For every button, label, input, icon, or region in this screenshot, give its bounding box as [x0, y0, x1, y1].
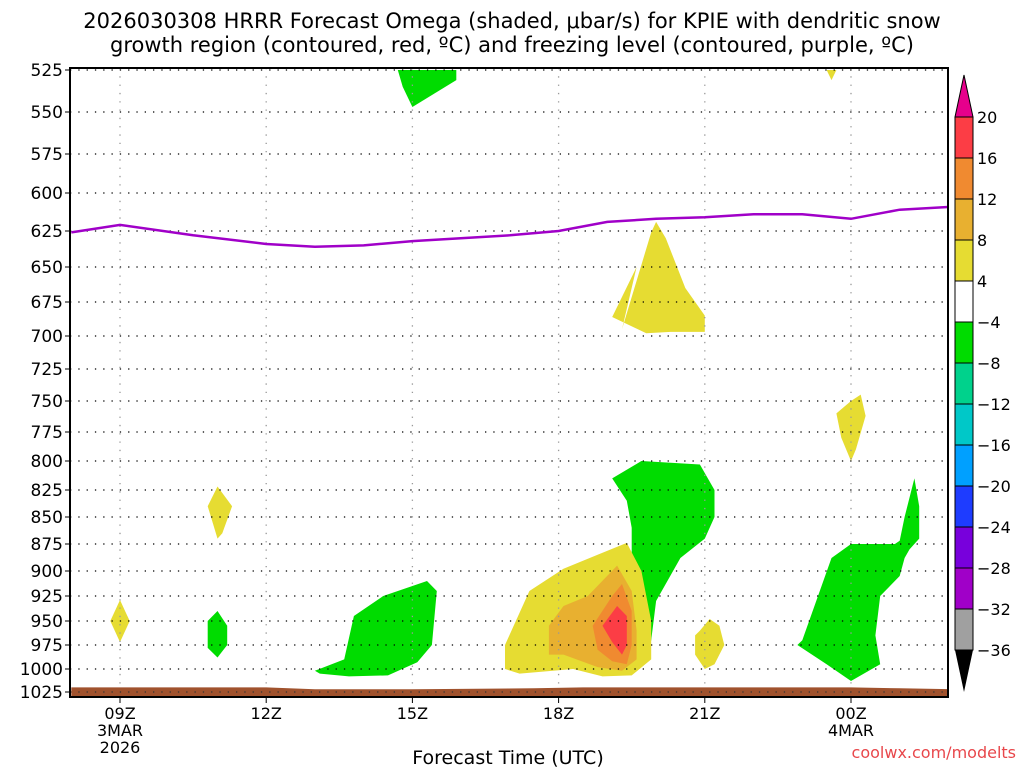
freezing-level-line — [71, 205, 948, 249]
colorbar-band — [954, 239, 974, 282]
x-tick-label: 15Z — [397, 704, 428, 723]
colorbar-tick-label: 4 — [977, 272, 987, 291]
colorbar-tick-label: 8 — [977, 231, 987, 250]
colorbar-tick-label: −36 — [977, 641, 1011, 660]
omega-region-10 — [314, 581, 437, 677]
y-axis: 525 550 575 600 625 650 675 700 725 750 775 800 825 8… — [20, 61, 70, 703]
omega-region-6 — [797, 478, 920, 681]
y-tick-label: 600 — [31, 184, 63, 204]
colorbar-band — [954, 444, 974, 487]
colorbar-band — [954, 526, 974, 569]
omega-region-3 — [836, 394, 866, 461]
colorbar-tick-label: −24 — [977, 518, 1011, 537]
y-tick-label: 775 — [31, 423, 63, 443]
colorbar-band — [954, 608, 974, 651]
y-tick-label: 625 — [31, 222, 63, 242]
colorbar-band — [954, 198, 974, 241]
colorbar-band — [954, 403, 974, 446]
colorbar-tick-label: 20 — [977, 108, 997, 127]
colorbar-tick-label: −8 — [977, 354, 1001, 373]
x-tick-date: 3MAR — [97, 721, 143, 740]
surface-terrain — [71, 687, 948, 697]
colorbar-band — [954, 321, 974, 364]
x-tick-date: 4MAR — [828, 721, 874, 740]
colorbar-tick-label: −28 — [977, 559, 1011, 578]
surface-layer — [70, 687, 948, 697]
colorbar-tick-label: 16 — [977, 149, 997, 168]
colorbar-band — [954, 567, 974, 610]
y-tick-label: 675 — [31, 293, 63, 313]
colorbar-tick-label: −12 — [977, 395, 1011, 414]
colorbar-tick-label: 12 — [977, 190, 997, 209]
colorbar-top-arrow — [954, 74, 974, 118]
y-tick-label: 1025 — [20, 683, 63, 703]
x-tick-label: 21Z — [689, 704, 720, 723]
y-tick-label: 725 — [31, 360, 63, 380]
y-tick-label: 800 — [31, 452, 63, 472]
y-tick-label: 575 — [31, 145, 63, 165]
omega-region-1 — [826, 70, 837, 81]
y-tick-label: 900 — [31, 562, 63, 582]
y-tick-label: 825 — [31, 481, 63, 501]
freezing-level-layer — [71, 205, 948, 249]
colorbar-tick-label: −16 — [977, 436, 1011, 455]
chart-title-line-1: 2026030308 HRRR Forecast Omega (shaded, … — [83, 9, 941, 33]
y-tick-label: 975 — [31, 636, 63, 656]
chart-title-line-2: growth region (contoured, red, ºC) and f… — [110, 33, 914, 57]
omega-region-0 — [397, 70, 457, 107]
plot-frame — [69, 67, 949, 698]
y-tick-label: 1000 — [20, 660, 63, 680]
x-tick-year: 2026 — [100, 738, 141, 757]
x-tick-label: 00Z — [835, 704, 866, 723]
x-tick-label: 18Z — [543, 704, 574, 723]
colorbar-tick-label: −32 — [977, 600, 1011, 619]
colorbar-tick-label: −4 — [977, 313, 1001, 332]
y-tick-label: 850 — [31, 508, 63, 528]
y-tick-label: 550 — [31, 103, 63, 123]
colorbar-band — [954, 280, 974, 323]
y-tick-label: 750 — [31, 392, 63, 412]
colorbar-band — [954, 116, 974, 159]
omega-region-9 — [207, 611, 228, 658]
y-tick-label: 700 — [31, 327, 63, 347]
y-tick-label: 875 — [31, 535, 63, 555]
omega-region-8 — [207, 486, 233, 539]
colorbar-tick-label: −20 — [977, 477, 1011, 496]
omega-region-5 — [695, 619, 725, 669]
omega-region-14 — [602, 606, 627, 655]
credit-text: coolwx.com/modelts — [852, 743, 1016, 762]
colorbar-band — [954, 485, 974, 528]
y-tick-label: 650 — [31, 258, 63, 278]
omega-region-2 — [612, 221, 705, 334]
colorbar-band — [954, 362, 974, 405]
x-axis-label: Forecast Time (UTC) — [412, 747, 603, 768]
x-tick-label: 09Z — [104, 704, 135, 723]
colorbar-bottom-arrow — [955, 650, 973, 692]
y-tick-label: 950 — [31, 612, 63, 632]
omega-shaded-regions — [110, 70, 920, 681]
x-tick-label: 12Z — [251, 704, 282, 723]
colorbar-band — [954, 157, 974, 200]
y-tick-label: 525 — [31, 61, 63, 81]
y-tick-label: 925 — [31, 587, 63, 607]
colorbar: 20 16 12 8 4 −4 −8 −12 −16 −20 −24 −28 −32 −36 — [954, 74, 1011, 692]
